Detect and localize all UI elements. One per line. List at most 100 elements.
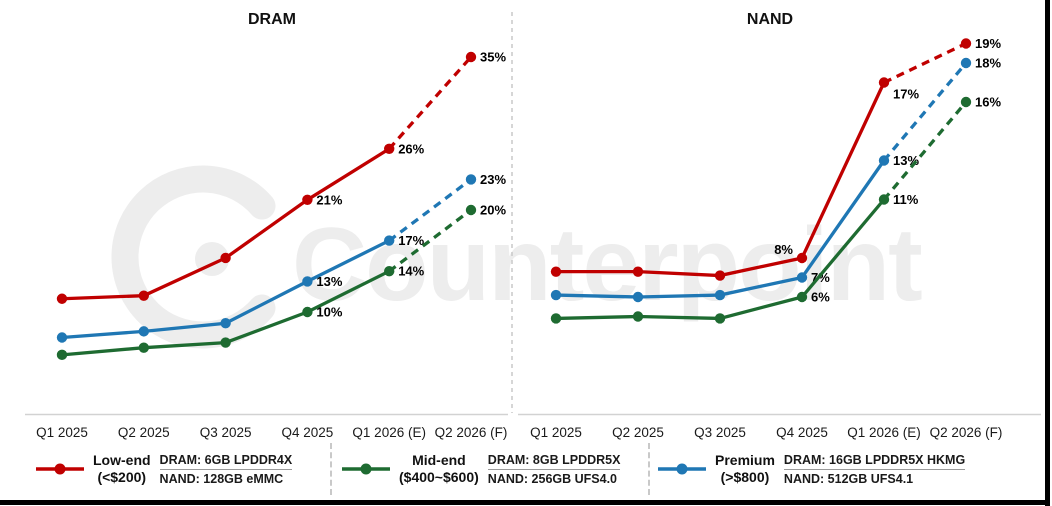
x-tick-label: Q2 2026 (F) [930, 425, 1003, 440]
legend-label-line2: (<$200) [97, 469, 147, 485]
x-tick-label: Q2 2026 (F) [435, 425, 508, 440]
data-point [714, 313, 726, 324]
data-point [138, 326, 149, 337]
legend-spec-dram: DRAM: 6GB LPDDR4X [159, 451, 293, 470]
series-line [556, 81, 886, 278]
data-value-label: 14% [398, 264, 424, 279]
data-point [550, 289, 562, 301]
legend-divider [648, 443, 650, 495]
data-value-label: 11% [893, 192, 919, 207]
legend-spec-dram: DRAM: 16GB LPDDR5X HKMG [783, 451, 966, 470]
border-bottom [0, 500, 1050, 505]
legend-label-line2: (>$800) [720, 469, 770, 485]
legend-divider [330, 443, 332, 495]
chart-title: NAND [747, 11, 793, 28]
legend-label-line1: Premium [715, 452, 775, 469]
series-line [555, 198, 886, 321]
x-tick-label: Q2 2025 [118, 425, 170, 440]
data-point [878, 77, 890, 88]
data-point [632, 311, 644, 322]
chart-dram: DRAM Q1 2025 Q2 2025 Q3 2025 Q4 2025 Q1 2026 … [25, 11, 508, 440]
data-point [960, 38, 972, 49]
x-tick-label: Q1 2026 (E) [847, 425, 921, 440]
data-value-label: 23% [480, 172, 506, 187]
data-point [878, 155, 890, 166]
data-value-label: 35% [480, 50, 506, 65]
data-point [714, 270, 726, 281]
legend-marker-premium [658, 462, 706, 476]
x-tick-label: Q3 2025 [694, 425, 746, 440]
data-value-label: 8% [774, 242, 793, 257]
legend-spec-nand: NAND: 512GB UFS4.1 [783, 471, 914, 486]
legend-item-low-end: Low-end (<$200) DRAM: 6GB LPDDR4X NAND: … [36, 440, 293, 498]
data-point [56, 349, 68, 361]
data-point [138, 342, 149, 353]
x-tick-label: Q1 2026 (E) [352, 425, 426, 440]
data-value-label: 19% [975, 36, 1001, 51]
data-point [465, 174, 477, 185]
data-point [302, 276, 313, 287]
data-value-label: 26% [398, 141, 424, 156]
x-tick-label: Q4 2025 [282, 425, 334, 440]
legend-item-mid-end: Mid-end ($400~$600) DRAM: 8GB LPDDR5X NA… [342, 440, 621, 498]
data-value-label: 10% [316, 305, 342, 320]
border-right [1045, 0, 1050, 506]
data-value-label: 17% [398, 233, 424, 248]
legend-item-premium: Premium (>$800) DRAM: 16GB LPDDR5X HKMG … [658, 440, 966, 498]
series-mid-end-400-600: 10% 14% 20% [56, 203, 506, 361]
chart-nand: NAND Q1 2025 Q2 2025 Q3 2025 Q4 2025 Q1 2026 … [518, 11, 1041, 440]
data-value-label: 13% [316, 274, 342, 289]
data-point [960, 57, 972, 69]
x-tick-label: Q1 2025 [530, 425, 582, 440]
data-point [796, 252, 808, 264]
data-point [632, 291, 644, 303]
legend: Low-end (<$200) DRAM: 6GB LPDDR4X NAND: … [0, 440, 1045, 498]
series-forecast-line [883, 42, 967, 84]
data-point [384, 266, 395, 277]
data-value-label: 16% [975, 95, 1001, 110]
legend-spec-nand: NAND: 256GB UFS4.0 [487, 471, 617, 486]
data-point [550, 266, 562, 277]
data-point [960, 96, 972, 108]
data-value-label: 18% [975, 56, 1001, 71]
legend-marker-mid-end [342, 462, 390, 476]
series-low-end-200: 21% 26% 35% [56, 50, 506, 304]
data-point [220, 318, 231, 329]
data-value-label: 20% [480, 203, 506, 218]
data-point [714, 289, 726, 301]
series-forecast-line [882, 100, 968, 201]
legend-label-line2: ($400~$600) [399, 469, 479, 485]
legend-label-line1: Low-end [93, 452, 151, 469]
legend-label-low-end: Low-end (<$200) [93, 452, 151, 486]
data-point [796, 291, 808, 303]
chart-title: DRAM [248, 11, 296, 28]
data-point [384, 143, 395, 154]
data-value-label: 6% [811, 290, 830, 305]
x-tick-label: Q4 2025 [776, 425, 828, 440]
data-value-label: 17% [893, 87, 919, 102]
series-premium-800: 7%13%18% [550, 56, 1001, 303]
legend-spec-dram: DRAM: 8GB LPDDR5X [487, 451, 621, 470]
data-point [878, 194, 890, 205]
series-mid-end-400-600: 6% 11% 16% [550, 95, 1001, 324]
data-value-label: 21% [316, 192, 342, 207]
x-tick-label: Q3 2025 [200, 425, 252, 440]
data-point [632, 266, 644, 277]
legend-label-line1: Mid-end [412, 452, 466, 469]
data-point [302, 306, 313, 318]
data-point [465, 204, 477, 216]
legend-specs-premium: DRAM: 16GB LPDDR5X HKMG NAND: 512GB UFS4… [783, 451, 966, 488]
charts-svg: DRAM Q1 2025 Q2 2025 Q3 2025 Q4 2025 Q1 2026 … [25, 11, 1041, 440]
x-tick-label: Q1 2025 [36, 425, 88, 440]
series-forecast-line [388, 208, 472, 273]
data-point [796, 272, 808, 283]
legend-specs-mid-end: DRAM: 8GB LPDDR5X NAND: 256GB UFS4.0 [487, 451, 621, 488]
series-premium-800: 13% 17% 23% [56, 172, 506, 343]
data-point [138, 290, 149, 301]
data-point [56, 293, 68, 304]
series-forecast-line [882, 61, 968, 162]
x-tick-label: Q2 2025 [612, 425, 664, 440]
series-low-end-200: 8% 17% 19% [550, 36, 1001, 281]
data-point [465, 51, 477, 63]
